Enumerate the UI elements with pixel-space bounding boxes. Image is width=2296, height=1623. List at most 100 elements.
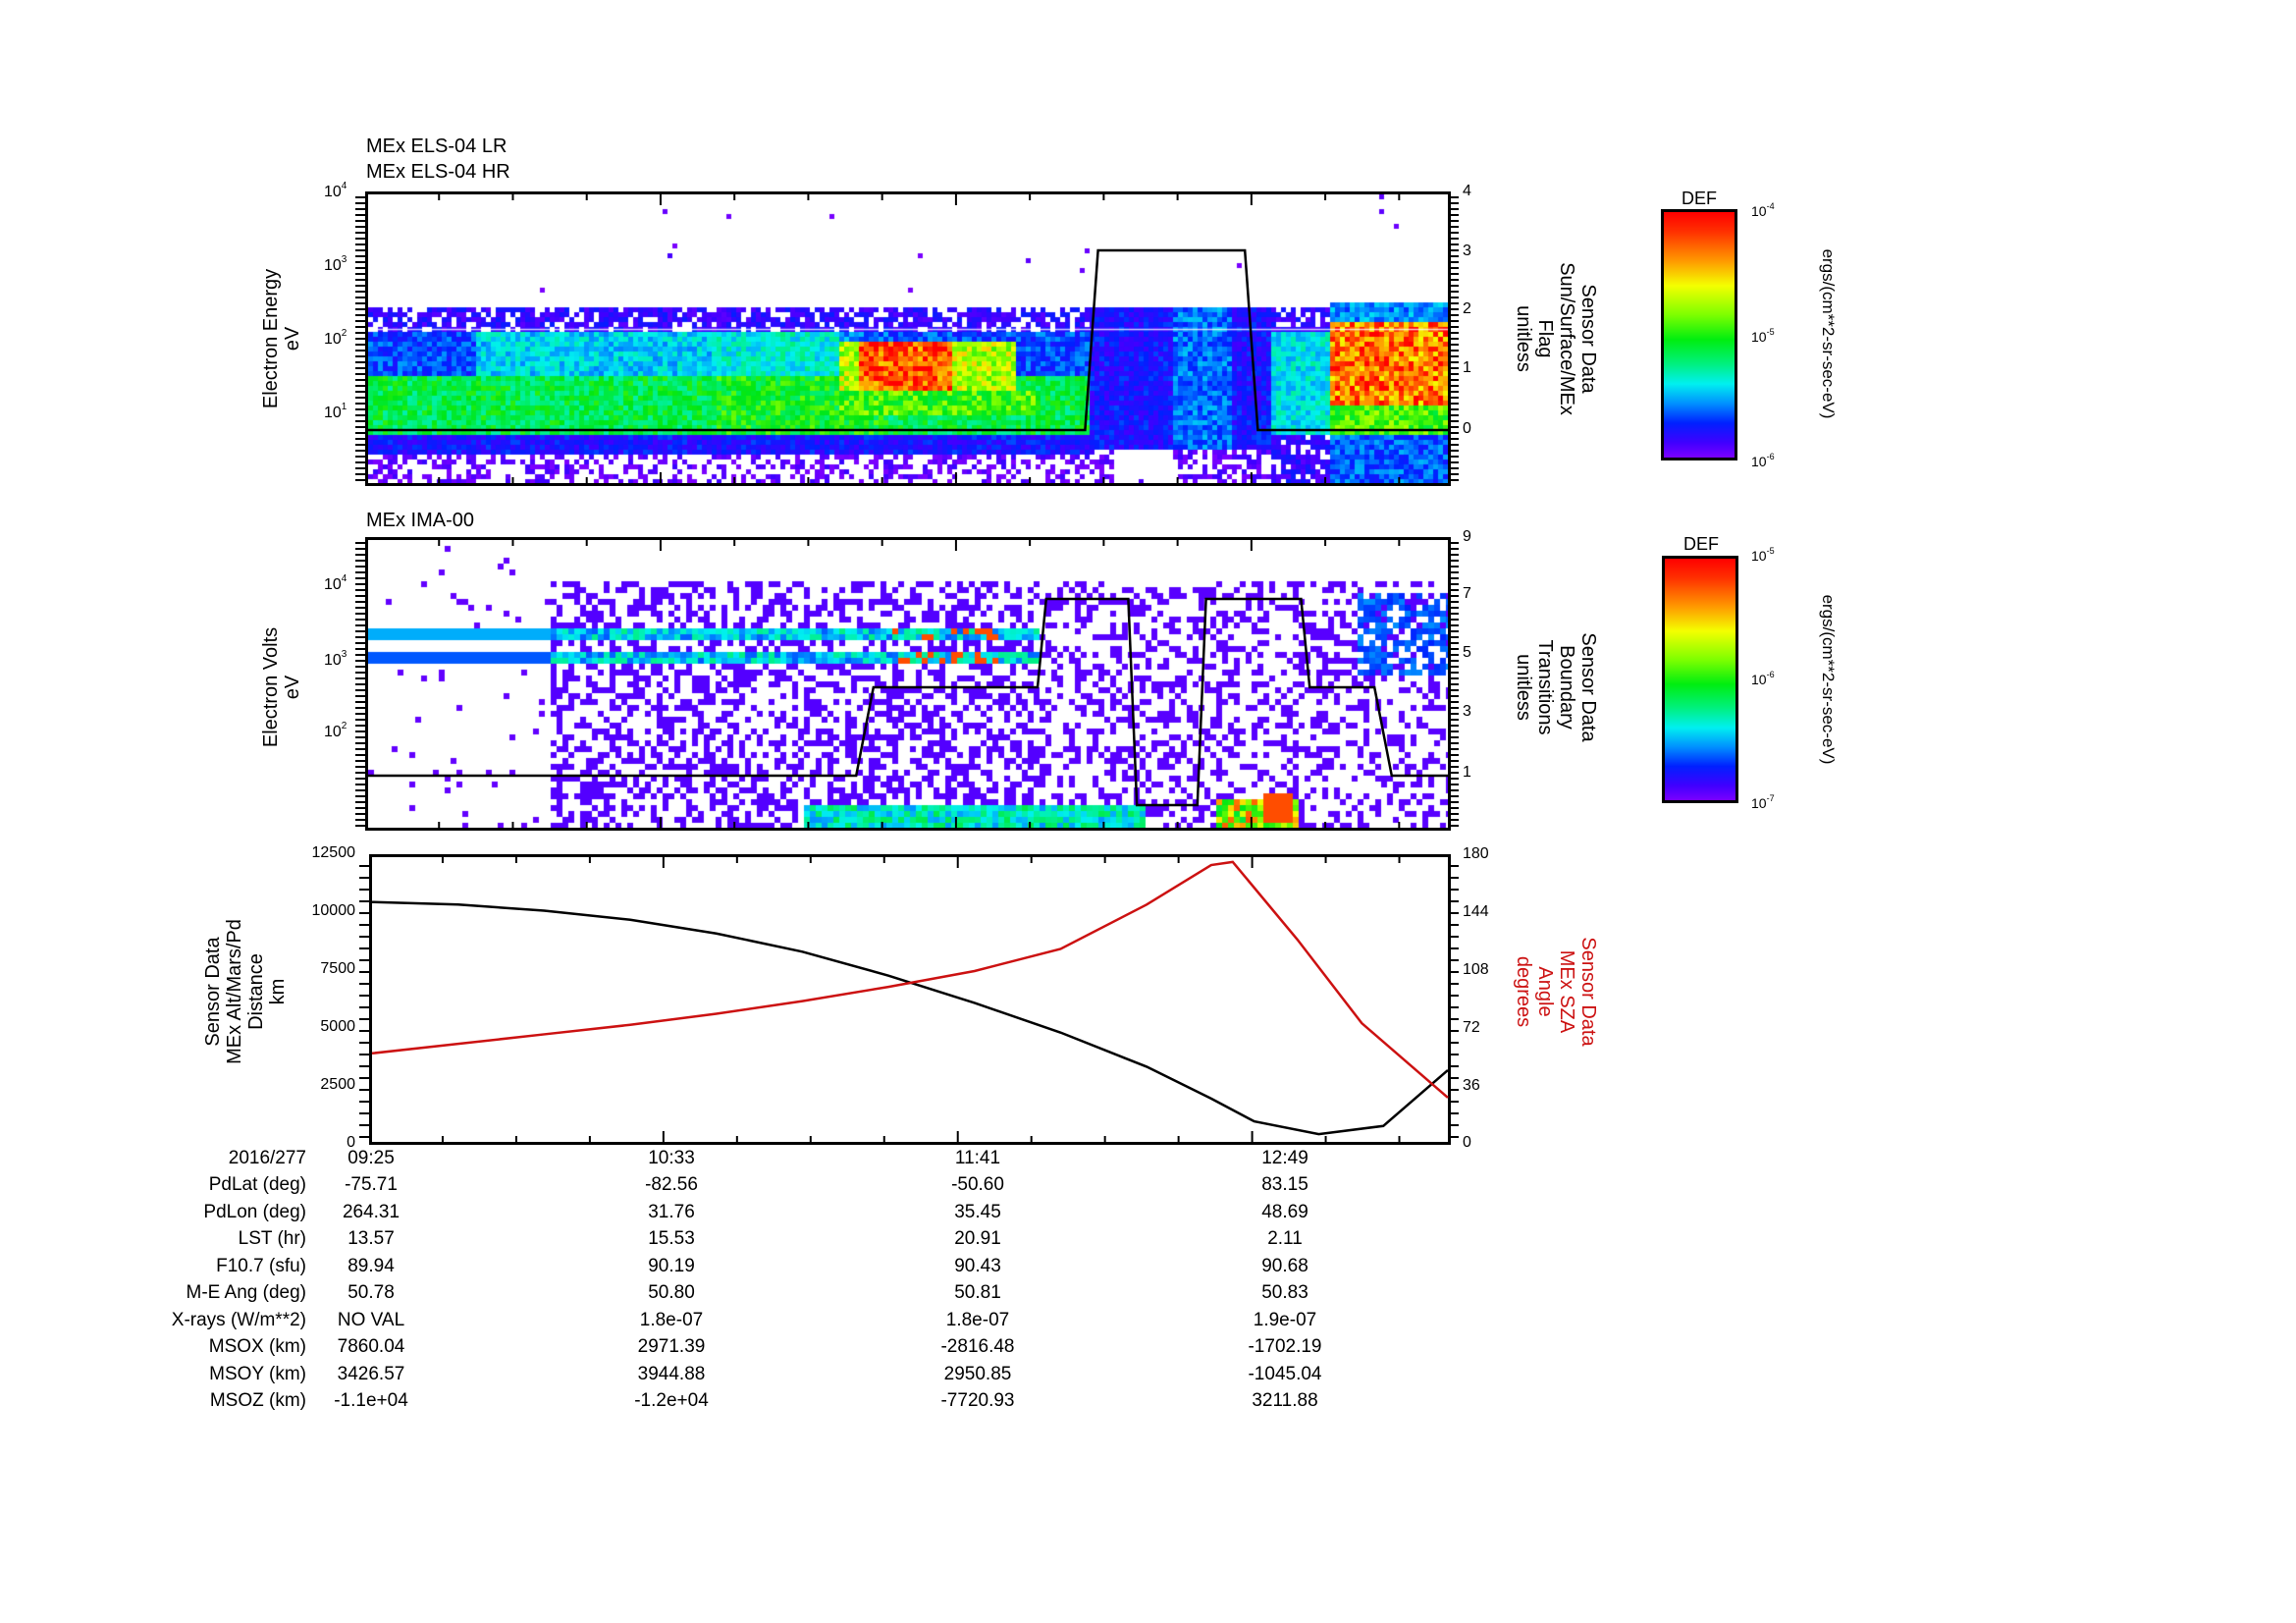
- ephemeris-value: 50.80: [648, 1282, 695, 1303]
- ephemeris-value: 3944.88: [637, 1363, 706, 1384]
- p3-left-tick: 10000: [311, 902, 356, 919]
- p2-left-axis-label: Electron Volts eV: [260, 627, 303, 747]
- ephemeris-value: 15.53: [648, 1228, 695, 1249]
- label-line: MEx Alt/Mars/Pd: [224, 919, 245, 1064]
- p1-left-axis-label: Electron Energy eV: [260, 269, 303, 408]
- colorbar2-tick-min: 10-7: [1751, 793, 1775, 811]
- time-tick: 12:49: [1261, 1148, 1308, 1168]
- spectrogram-canvas: [368, 194, 1448, 483]
- ephemeris-row-label: LST (hr): [238, 1228, 306, 1249]
- ephemeris-value: 7860.04: [337, 1336, 405, 1357]
- label-line: MEx SZA: [1556, 949, 1577, 1034]
- p1-right-tick: 0: [1463, 420, 1471, 437]
- p2-right-axis-label: Sensor Data Boundary Transitions unitles…: [1513, 632, 1599, 741]
- ephemeris-value: 90.68: [1261, 1255, 1308, 1276]
- ephemeris-value: 1.8e-07: [639, 1309, 704, 1330]
- p1-right-tick: 3: [1463, 243, 1471, 259]
- ephemeris-row-label: F10.7 (sfu): [216, 1255, 306, 1276]
- colorbar1: [1661, 209, 1737, 460]
- ephemeris-value: -50.60: [951, 1174, 1004, 1195]
- ephemeris-value: NO VAL: [337, 1309, 405, 1330]
- ephemeris-value: -82.56: [645, 1174, 698, 1195]
- p3-left-axis-label: Sensor Data MEx Alt/Mars/Pd Distance km: [202, 919, 289, 1064]
- boundary-overlay-line: [368, 597, 1448, 807]
- colorbar1-tick-min: 10-6: [1751, 452, 1775, 469]
- p1-right-tick: 2: [1463, 300, 1471, 317]
- label-line: Sensor Data: [1577, 632, 1599, 742]
- p2-left-tick-1e3: 103: [324, 649, 347, 669]
- ephemeris-value: -2816.48: [940, 1336, 1015, 1357]
- p1-left-tick-1e3: 103: [324, 254, 347, 274]
- label-line: eV: [282, 326, 303, 352]
- ephemeris-value: -75.71: [345, 1174, 398, 1195]
- colorbar1-tick-mid: 10-5: [1751, 327, 1775, 345]
- ephemeris-value: 3211.88: [1252, 1390, 1318, 1411]
- ephemeris-value: 2.11: [1267, 1228, 1303, 1249]
- p3-left-tick: 5000: [320, 1018, 355, 1035]
- label-line: Electron Energy: [260, 268, 282, 409]
- label-line: unitless: [1513, 654, 1534, 721]
- electron-energy-spectrogram: [365, 191, 1451, 486]
- label-line: eV: [282, 675, 303, 700]
- label-line: Electron Volts: [260, 626, 282, 748]
- p1-left-tick-1e4: 104: [324, 181, 347, 200]
- ephemeris-value: 2950.85: [943, 1363, 1012, 1384]
- p3-right-tick: 180: [1463, 845, 1489, 862]
- ephemeris-value: 50.81: [954, 1282, 1001, 1303]
- p2-right-tick: 3: [1463, 703, 1471, 720]
- ephemeris-value: -1.1e+04: [334, 1390, 408, 1411]
- ephemeris-value: 50.83: [1261, 1282, 1308, 1303]
- label-line: km: [267, 978, 289, 1005]
- colorbar2: [1662, 556, 1738, 803]
- ephemeris-value: 264.31: [342, 1201, 400, 1222]
- p3-right-tick: 144: [1463, 903, 1489, 920]
- p2-right-tick: 5: [1463, 644, 1471, 661]
- label-line: Transitions: [1534, 639, 1556, 735]
- p2-right-tick: 7: [1463, 585, 1471, 602]
- label-line: unitless: [1513, 305, 1534, 372]
- colorbar1-tick-max: 10-4: [1751, 201, 1775, 219]
- ion-energy-spectrogram: [365, 537, 1451, 831]
- label-line: Sensor Data: [1577, 937, 1599, 1047]
- p3-right-tick: 0: [1463, 1134, 1471, 1151]
- spectrogram-canvas: [368, 540, 1448, 828]
- ephemeris-value: 3426.57: [337, 1363, 405, 1384]
- label-line: Flag: [1534, 319, 1556, 358]
- p3-right-tick: 108: [1463, 961, 1489, 978]
- ephemeris-value: 31.76: [648, 1201, 695, 1222]
- ephemeris-value: 48.69: [1261, 1201, 1308, 1222]
- time-tick: 09:25: [347, 1148, 395, 1168]
- p3-right-tick: 72: [1463, 1019, 1480, 1036]
- p1-left-tick-1e2: 102: [324, 328, 347, 348]
- p1-right-tick: 4: [1463, 183, 1471, 199]
- ephemeris-value: 1.9e-07: [1253, 1309, 1317, 1330]
- p2-right-tick: 1: [1463, 764, 1471, 781]
- ephemeris-row-label: PdLat (deg): [208, 1174, 306, 1195]
- colorbar2-title: DEF: [1683, 534, 1719, 554]
- colorbar1-title: DEF: [1682, 189, 1717, 208]
- label-line: Sun/Surface/MEx: [1556, 262, 1577, 415]
- p1-right-tick: 1: [1463, 359, 1471, 376]
- flag-overlay-line: [368, 248, 1448, 432]
- p3-left-tick: 2500: [320, 1076, 355, 1093]
- label-line: Distance: [245, 953, 267, 1030]
- ephemeris-value: -1.2e+04: [634, 1390, 709, 1411]
- time-tick: 11:41: [954, 1148, 1001, 1168]
- time-tick: 10:33: [648, 1148, 695, 1168]
- ephemeris-value: 20.91: [954, 1228, 1001, 1249]
- p1-left-tick-1e1: 101: [324, 402, 347, 421]
- ephemeris-row-label: X-rays (W/m**2): [171, 1309, 306, 1330]
- p2-left-tick-1e2: 102: [324, 721, 347, 740]
- ephemeris-value: 89.94: [347, 1255, 395, 1276]
- p2-left-tick-1e4: 104: [324, 573, 347, 593]
- ephemeris-value: 50.78: [347, 1282, 395, 1303]
- ephemeris-row-label: MSOZ (km): [209, 1390, 306, 1411]
- label-line: Boundary: [1556, 645, 1577, 730]
- colorbar2-tick-max: 10-5: [1751, 546, 1775, 564]
- colorbar2-units: ergs/(cm**2-sr-sec-eV): [1819, 594, 1838, 765]
- label-line: degrees: [1513, 955, 1534, 1028]
- ephemeris-row-label: M-E Ang (deg): [186, 1282, 307, 1303]
- ephemeris-value: 1.8e-07: [945, 1309, 1010, 1330]
- ephemeris-value: -1045.04: [1248, 1363, 1322, 1384]
- ephemeris-value: 13.57: [347, 1228, 395, 1249]
